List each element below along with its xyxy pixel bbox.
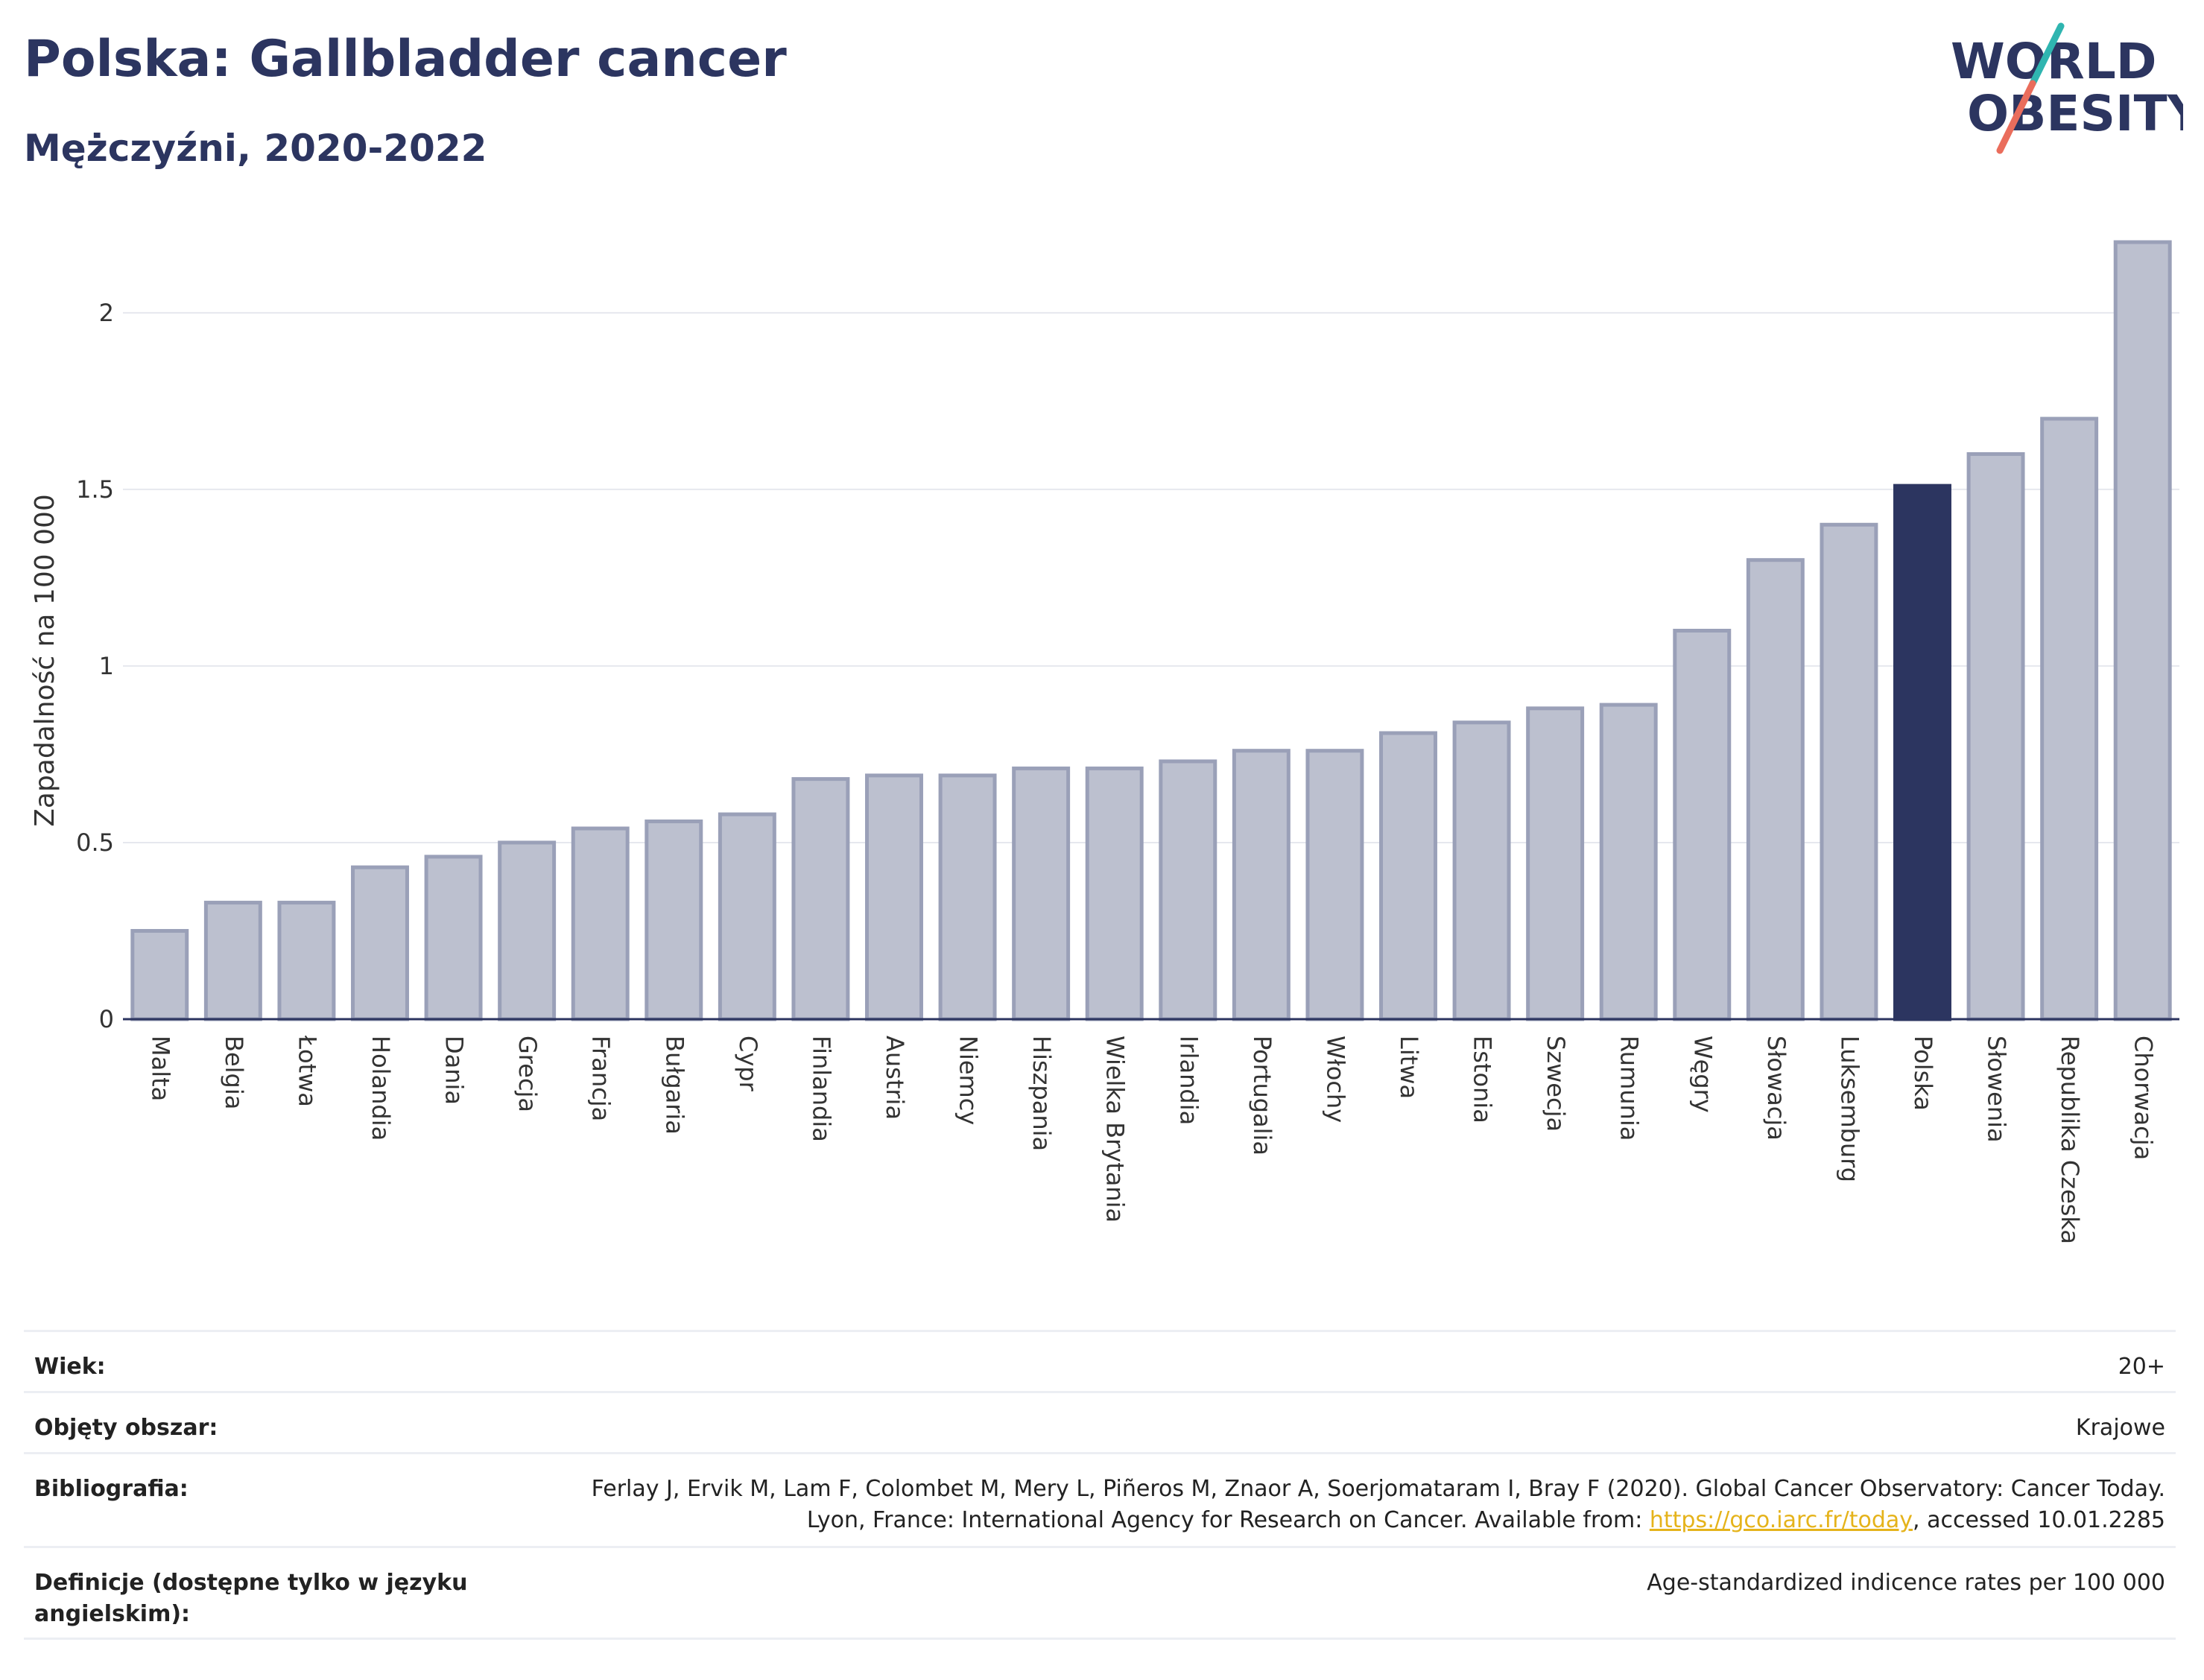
bar-holandia [351,865,409,1021]
bar-słowacja [1746,558,1805,1021]
bar-republika-czeska [2040,416,2099,1021]
bar-estonia [1452,720,1511,1021]
x-tick-label: Dania [440,1036,469,1105]
x-tick-label: Holandia [367,1036,395,1141]
info-label-bibliography: Bibliografia: [34,1476,189,1502]
x-tick-label: Irlandia [1174,1036,1203,1125]
bar-francja [571,826,630,1021]
bar-luksemburg [1820,522,1878,1021]
x-tick-label: Malta [146,1036,174,1101]
x-tick-label: Szwecja [1542,1036,1570,1132]
bar-słowenia [1966,451,2025,1021]
bar-belgia [203,901,262,1021]
x-tick-label: Hiszpania [1027,1036,1056,1151]
info-value-definitions: Age-standardized indicence rates per 100… [1647,1570,2165,1596]
x-tick-label: Litwa [1395,1036,1423,1099]
info-value-age: 20+ [2118,1354,2165,1380]
bar-litwa [1379,731,1437,1021]
bar-wielka-brytania [1085,766,1144,1021]
bibliography-link[interactable]: https://gco.iarc.fr/today [1649,1507,1913,1533]
x-tick-label: Austria [881,1036,909,1120]
bar-niemcy [938,773,997,1021]
x-tick-label: Luksemburg [1835,1036,1863,1182]
logo-text-obesity: OBESITY [1967,85,2183,142]
y-tick-label: 1 [99,652,114,680]
bar-finlandia [791,777,850,1021]
bar-włochy [1305,749,1364,1021]
x-tick-label: Estonia [1469,1036,1497,1123]
x-tick-label: Łotwa [293,1035,321,1107]
bar-rumunia [1599,703,1658,1021]
world-obesity-logo: WORLD OBESITY [1951,22,2183,154]
x-tick-label: Francja [587,1036,615,1121]
x-tick-label: Niemcy [954,1036,983,1125]
bar-grecja [498,840,557,1021]
y-tick-label: 0.5 [76,828,114,857]
y-tick-label: 1.5 [76,475,114,504]
info-row-bibliography: Bibliografia: Ferlay J, Ervik M, Lam F, … [24,1452,2176,1546]
bar-łotwa [277,901,336,1021]
x-tick-label: Bułgaria [660,1036,688,1135]
bar-cypr [718,812,776,1021]
x-tick-label: Słowenia [1983,1036,2011,1143]
bar-dania [424,855,483,1021]
y-tick-label: 2 [99,299,114,327]
x-tick-label: Republika Czeska [2056,1036,2084,1244]
bars [130,240,2172,1021]
info-label-area: Objęty obszar: [34,1415,218,1441]
bar-irlandia [1159,759,1217,1021]
x-tick-label: Wielka Brytania [1101,1036,1130,1223]
info-row-area: Objęty obszar: Krajowe [24,1391,2176,1452]
info-value-bibliography: Ferlay J, Ervik M, Lam F, Colombet M, Me… [526,1474,2165,1546]
bibliography-text: Ferlay J, Ervik M, Lam F, Colombet M, Me… [591,1476,2165,1533]
bar-malta [130,928,189,1021]
logo-slash-teal [2029,22,2065,87]
x-tick-label: Słowacja [1762,1036,1790,1141]
bar-chorwacja [2113,240,2172,1021]
info-label-age: Wiek: [34,1354,106,1380]
bar-polska [1893,484,1951,1021]
bar-portugalia [1232,749,1291,1021]
x-tick-label: Rumunia [1615,1036,1644,1141]
bar-szwecja [1526,706,1585,1021]
x-tick-label: Belgia [220,1036,248,1109]
x-tick-label: Węgry [1688,1036,1717,1113]
info-row-definitions: Definicje (dostępne tylko w języku angie… [24,1546,2176,1640]
x-tick-label: Chorwacja [2129,1036,2158,1160]
x-tick-label: Cypr [734,1036,762,1092]
bar-hiszpania [1012,766,1071,1021]
x-tick-label: Finlandia [807,1036,835,1142]
chart-subtitle: Mężczyźni, 2020-2022 [24,127,487,170]
x-tick-label: Włochy [1321,1036,1349,1123]
x-tick-label: Portugalia [1248,1036,1276,1156]
x-tick-label: Polska [1909,1036,1937,1111]
bar-chart: 0 0.5 1 1.5 2 Malta Belgia Łotwa Holandia Dania G… [30,240,2179,1244]
info-row-age: Wiek: 20+ [24,1330,2176,1391]
bar-węgry [1673,629,1732,1021]
y-tick-label: 0 [99,1005,114,1033]
y-axis-ticks: 0 0.5 1 1.5 2 [76,299,114,1033]
bibliography-accessed: , accessed 10.01.2285 [1913,1507,2165,1533]
bar-bułgaria [645,820,703,1021]
info-label-definitions: Definicje (dostępne tylko w języku angie… [34,1570,468,1627]
x-tick-label: Grecja [513,1036,542,1112]
x-axis-tick-labels: Malta Belgia Łotwa Holandia Dania Grecja Franc… [146,1035,2157,1244]
chart-title: Polska: Gallbladder cancer [24,30,787,89]
bar-austria [865,773,923,1021]
info-value-area: Krajowe [2075,1415,2165,1441]
y-axis-label: Zapadalność na 100 000 [30,494,60,827]
logo-slash-coral [1996,80,2036,154]
info-table: Wiek: 20+ Objęty obszar: Krajowe Bibliog… [24,1330,2176,1640]
